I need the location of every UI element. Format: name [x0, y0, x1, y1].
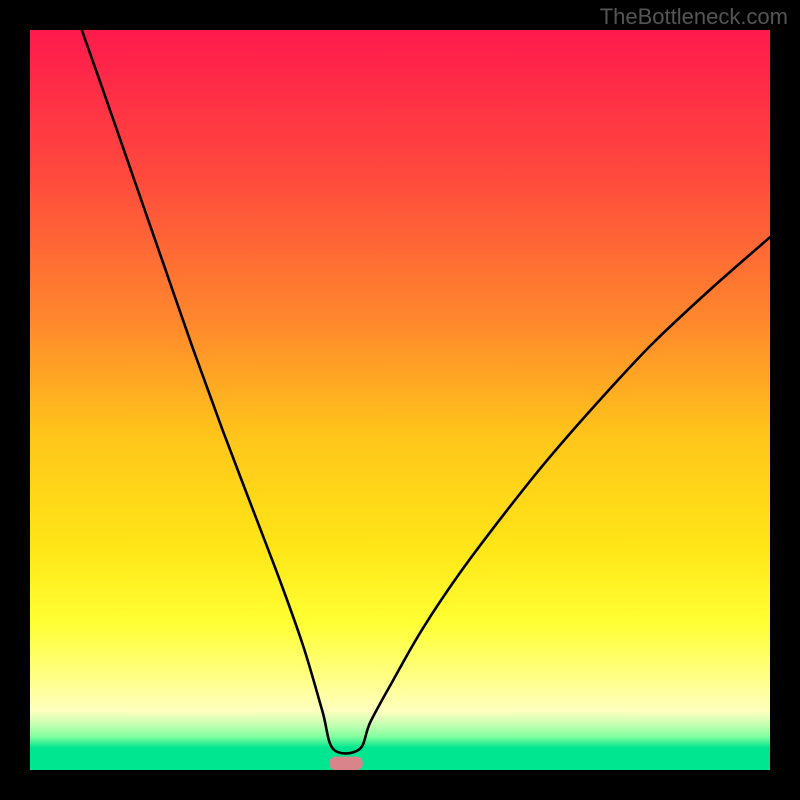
chart-gradient-bg	[30, 30, 770, 770]
minimum-marker	[329, 757, 362, 770]
bottleneck-chart	[0, 0, 800, 800]
chart-container: TheBottleneck.com	[0, 0, 800, 800]
